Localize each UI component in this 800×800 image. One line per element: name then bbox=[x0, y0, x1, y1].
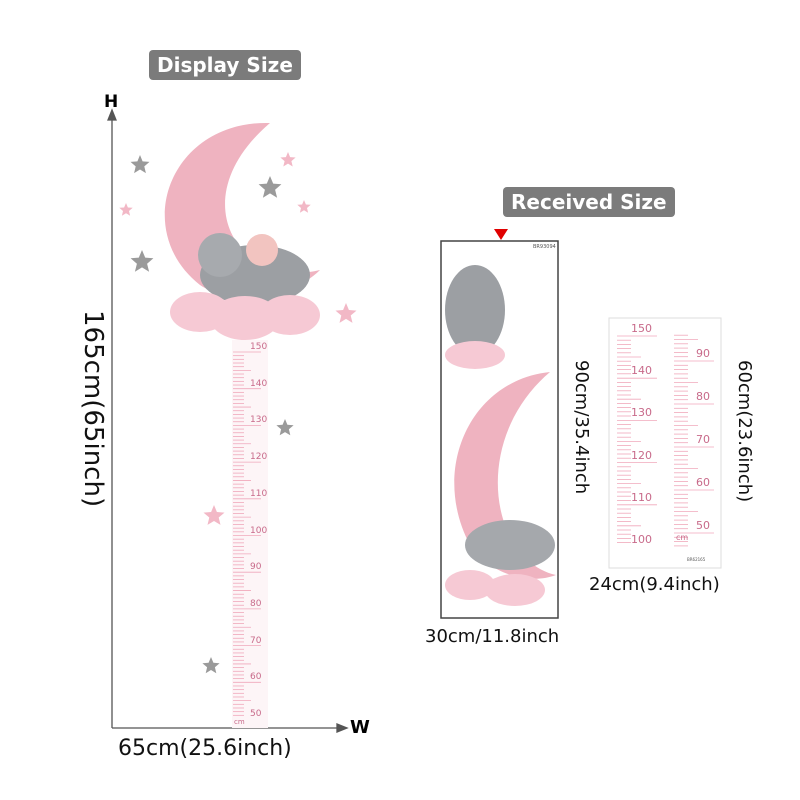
sheet-2-unit: cm bbox=[676, 533, 689, 542]
sheet-1-height-text: 90cm/35.4inch bbox=[571, 360, 592, 495]
ruler-label: 110 bbox=[250, 488, 268, 499]
sheet-2 bbox=[608, 317, 722, 569]
sheet-2-width-text: 24cm(9.4inch) bbox=[589, 574, 720, 595]
ruler-label: 80 bbox=[696, 390, 710, 403]
ruler-label: 100 bbox=[631, 533, 652, 546]
ruler-label: 60 bbox=[696, 476, 710, 489]
cloud bbox=[170, 292, 320, 340]
ruler-label: 50 bbox=[250, 709, 262, 719]
ruler-label: 70 bbox=[250, 635, 262, 646]
ruler-unit: cm bbox=[234, 718, 245, 726]
ruler-label: 140 bbox=[250, 378, 268, 389]
star-icon bbox=[202, 657, 220, 674]
ruler-label: 90 bbox=[696, 347, 710, 360]
star-icon bbox=[276, 419, 294, 436]
ruler-label: 80 bbox=[250, 598, 262, 609]
star-icon bbox=[297, 200, 311, 213]
display-size-label: Display Size bbox=[149, 50, 301, 80]
height-arrow bbox=[107, 108, 117, 728]
height-axis-label: H bbox=[104, 92, 119, 112]
ruler-label: 130 bbox=[631, 406, 652, 420]
sheet-2-height-text: 60cm(23.6inch) bbox=[734, 360, 755, 503]
ruler-label: 100 bbox=[250, 525, 268, 536]
received-size-label: Received Size bbox=[503, 187, 675, 217]
ruler-label: 70 bbox=[696, 433, 710, 446]
ruler-label: 140 bbox=[631, 364, 652, 378]
ruler-label: 120 bbox=[631, 448, 652, 462]
ruler-label: 110 bbox=[631, 490, 652, 504]
star-icon bbox=[130, 155, 150, 174]
ruler-label: 150 bbox=[631, 322, 652, 335]
ruler-label: 120 bbox=[250, 452, 268, 463]
ruler-label: 60 bbox=[250, 672, 262, 683]
star-icon bbox=[130, 250, 154, 272]
marker-triangle bbox=[494, 229, 508, 240]
display-height-text: 165cm(65inch) bbox=[78, 310, 108, 508]
ruler-label: 90 bbox=[250, 562, 262, 573]
ruler-label: 130 bbox=[250, 415, 268, 426]
sheet-1-code: BR93094 bbox=[533, 244, 556, 250]
ruler-label: 150 bbox=[250, 342, 268, 352]
height-ruler bbox=[232, 340, 268, 728]
width-axis-label: W bbox=[350, 717, 370, 738]
display-width-text: 65cm(25.6inch) bbox=[118, 736, 292, 761]
star-icon bbox=[258, 176, 282, 198]
sheet-2-code: BR62165 bbox=[687, 557, 706, 562]
star-icon bbox=[280, 152, 296, 167]
star-icon bbox=[335, 303, 357, 323]
star-icon bbox=[119, 203, 133, 216]
ruler-label: 50 bbox=[696, 519, 710, 532]
width-arrow bbox=[112, 723, 349, 733]
sheet-1-width-text: 30cm/11.8inch bbox=[425, 626, 560, 647]
star-icon bbox=[203, 505, 225, 525]
